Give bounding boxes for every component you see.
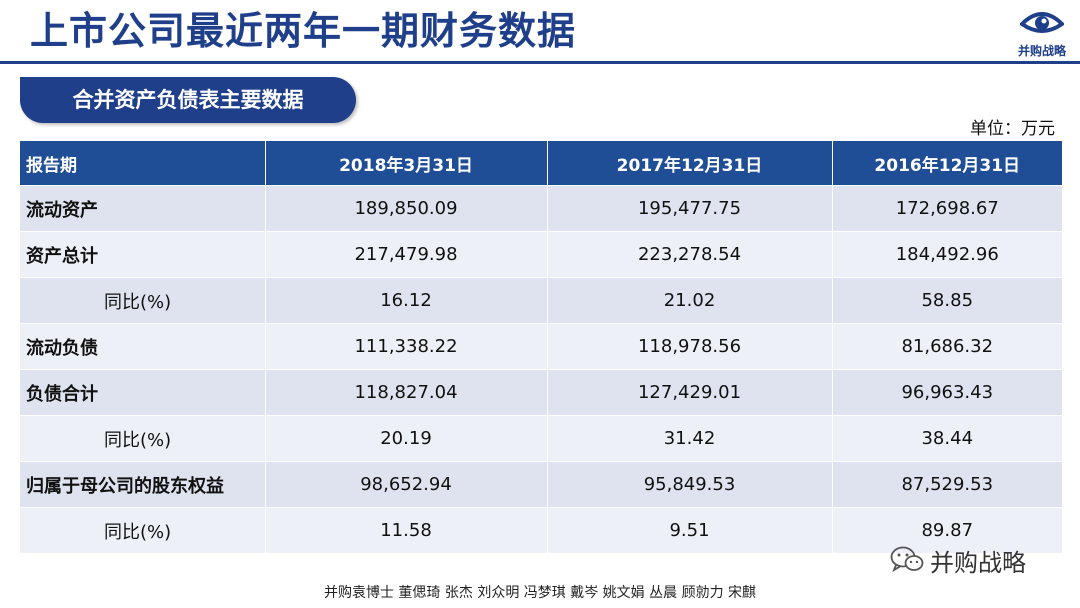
row-label: 同比(%) <box>20 415 266 462</box>
column-header-2017: 2017年12月31日 <box>547 141 833 186</box>
table-cell: 95,849.53 <box>547 461 833 508</box>
table-cell: 172,698.67 <box>832 185 1062 232</box>
author-credits: 并购袁博士 董偲琦 张杰 刘众明 冯梦琪 戴岑 姚文娟 丛晨 顾勍力 宋麒 <box>323 585 757 601</box>
table-cell: 9.51 <box>547 507 833 553</box>
unit-label: 单位：万元 <box>970 119 1055 139</box>
table-cell: 16.12 <box>265 277 548 324</box>
column-header-period: 报告期 <box>20 141 266 186</box>
table-cell: 195,477.75 <box>547 185 833 232</box>
table-cell: 189,850.09 <box>265 185 548 232</box>
table-row: 资产总计 217,479.98 223,278.54 184,492.96 <box>20 231 1062 278</box>
table-cell: 127,429.01 <box>547 369 833 416</box>
row-label: 同比(%) <box>20 507 266 553</box>
wechat-watermark: 并购战略 <box>890 540 1026 580</box>
column-header-2016: 2016年12月31日 <box>832 141 1062 186</box>
column-header-2018q1: 2018年3月31日 <box>265 141 548 186</box>
table-cell: 58.85 <box>832 277 1062 324</box>
table-row: 流动资产 189,850.09 195,477.75 172,698.67 <box>20 185 1062 232</box>
row-label: 同比(%) <box>20 277 266 324</box>
row-label: 归属于母公司的股东权益 <box>20 461 266 508</box>
table-cell: 96,963.43 <box>832 369 1062 416</box>
table-row: 流动负债 111,338.22 118,978.56 81,686.32 <box>20 323 1062 370</box>
wechat-icon <box>890 546 924 573</box>
page-title: 上市公司最近两年一期财务数据 <box>30 9 577 53</box>
eye-icon <box>1020 12 1064 33</box>
table-cell: 38.44 <box>832 415 1062 462</box>
table-row: 同比(%) 16.12 21.02 58.85 <box>20 277 1062 324</box>
table-cell: 81,686.32 <box>832 323 1062 370</box>
brand-logo: 并购战略 <box>1012 8 1072 58</box>
watermark-text: 并购战略 <box>930 548 1026 577</box>
table-cell: 184,492.96 <box>832 231 1062 278</box>
section-header: 合并资产负债表主要数据 <box>20 77 356 123</box>
table-row: 归属于母公司的股东权益 98,652.94 95,849.53 87,529.5… <box>20 461 1062 508</box>
table-row: 同比(%) 11.58 9.51 89.87 <box>20 507 1062 553</box>
table-cell: 223,278.54 <box>547 231 833 278</box>
financial-data-table: 报告期 2018年3月31日 2017年12月31日 2016年12月31日 流… <box>20 141 1062 553</box>
title-divider <box>0 61 1080 64</box>
table-cell: 11.58 <box>265 507 548 553</box>
table-cell: 31.42 <box>547 415 833 462</box>
section-title: 合并资产负债表主要数据 <box>72 88 304 112</box>
table-cell: 98,652.94 <box>265 461 548 508</box>
row-label: 资产总计 <box>20 231 266 278</box>
table-cell: 217,479.98 <box>265 231 548 278</box>
row-label: 流动负债 <box>20 323 266 370</box>
table-header-row: 报告期 2018年3月31日 2017年12月31日 2016年12月31日 <box>20 141 1062 186</box>
row-label: 流动资产 <box>20 185 266 232</box>
row-label: 负债合计 <box>20 369 266 416</box>
table-cell: 111,338.22 <box>265 323 548 370</box>
table-row: 同比(%) 20.19 31.42 38.44 <box>20 415 1062 462</box>
table-cell: 20.19 <box>265 415 548 462</box>
table-cell: 118,827.04 <box>265 369 548 416</box>
table-cell: 89.87 <box>832 507 1062 553</box>
table-row: 负债合计 118,827.04 127,429.01 96,963.43 <box>20 369 1062 416</box>
table-cell: 21.02 <box>547 277 833 324</box>
table-cell: 87,529.53 <box>832 461 1062 508</box>
logo-text: 并购战略 <box>1017 44 1066 58</box>
table-cell: 118,978.56 <box>547 323 833 370</box>
